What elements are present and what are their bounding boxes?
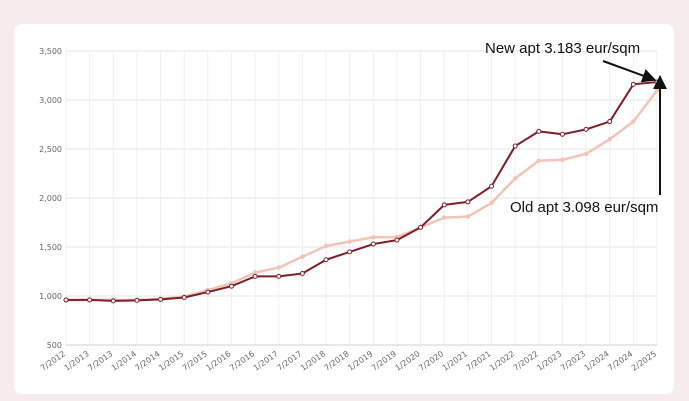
annotation-old-apt: Old apt 3.098 eur/sqm: [510, 199, 658, 216]
x-tick-label: 7/2020: [417, 349, 445, 373]
x-tick-label: 2/2025: [630, 349, 658, 373]
series-point: [607, 119, 613, 125]
series-point: [63, 297, 69, 303]
series-point: [276, 265, 282, 270]
chart-card: 500 1,000 1,500 2,000 2,500 3,000 3,500 7/2012…: [14, 24, 674, 394]
y-tick-label: 1,000: [39, 292, 62, 301]
series-point: [583, 126, 589, 132]
x-tick-label: 7/2018: [323, 349, 351, 373]
y-tick-label: 1,500: [39, 243, 62, 252]
series-point: [559, 131, 565, 137]
series-point: [394, 237, 400, 243]
x-tick-label: 7/2016: [228, 349, 256, 373]
x-tick-label: 7/2015: [181, 349, 209, 373]
series-point: [607, 136, 613, 142]
x-tick-label: 1/2024: [583, 349, 611, 373]
series-point: [252, 273, 258, 279]
x-tick-label: 7/2021: [464, 349, 492, 373]
series-point: [512, 176, 518, 181]
series-point: [418, 224, 424, 230]
x-tick-label: 7/2024: [606, 349, 634, 373]
x-tick-label: 1/2021: [441, 349, 469, 373]
x-tick-label: 7/2017: [275, 349, 303, 373]
x-tick-label: 1/2016: [204, 349, 232, 373]
x-tick-label: 1/2022: [488, 349, 516, 373]
series-point: [87, 297, 93, 303]
series-point: [441, 215, 447, 220]
y-tick-label: 3,500: [39, 47, 62, 56]
series-point: [299, 270, 305, 276]
x-tick-label: 7/2023: [559, 349, 587, 373]
series-point: [654, 79, 660, 85]
y-tick-label: 2,500: [39, 145, 62, 154]
y-tick-label: 500: [47, 341, 62, 350]
series-point: [110, 298, 116, 304]
x-tick-label: 7/2019: [370, 349, 398, 373]
annotation-arrow: [602, 60, 657, 83]
x-tick-label: 7/2014: [133, 349, 161, 373]
series-point: [560, 157, 565, 163]
series-point: [347, 249, 353, 255]
series-point: [347, 239, 352, 244]
series-point: [630, 81, 636, 87]
series-point: [158, 296, 164, 302]
x-tick-label: 7/2013: [86, 349, 114, 373]
x-tick-label: 7/2012: [39, 349, 67, 373]
x-tick-label: 7/2022: [512, 349, 540, 373]
x-tick-label: 1/2020: [394, 349, 422, 373]
x-tick-label: 1/2023: [535, 349, 563, 373]
series-point: [489, 183, 495, 189]
x-tick-label: 1/2018: [299, 349, 327, 373]
series-point: [370, 241, 376, 247]
series-point: [536, 128, 542, 134]
series-point: [300, 254, 305, 260]
series-point: [181, 294, 187, 300]
series-point: [134, 297, 140, 303]
series-point: [536, 158, 542, 164]
series-point: [228, 283, 234, 289]
series-point: [371, 234, 376, 240]
series-line: [65, 89, 658, 302]
x-tick-label: 1/2015: [157, 349, 185, 373]
series-line: [66, 81, 658, 302]
x-tick-label: 1/2014: [110, 349, 138, 373]
series-point: [323, 243, 329, 249]
y-tick-label: 3,000: [39, 96, 62, 105]
series-point: [205, 289, 211, 295]
series-point: [489, 200, 494, 206]
series-point: [512, 143, 518, 149]
annotation-new-apt: New apt 3.183 eur/sqm: [485, 40, 640, 57]
series-point: [654, 88, 660, 93]
series-point: [631, 119, 636, 124]
x-tick-label: 1/2013: [63, 349, 91, 373]
series-point: [276, 273, 282, 279]
series-point: [252, 270, 258, 275]
x-tick-label: 1/2019: [346, 349, 374, 373]
series-point: [465, 199, 471, 205]
x-tick-label: 1/2017: [252, 349, 280, 373]
series-point: [465, 214, 471, 219]
series-point: [323, 257, 329, 263]
series-point: [583, 151, 589, 157]
series-point: [441, 202, 447, 208]
y-tick-label: 2,000: [39, 194, 62, 203]
